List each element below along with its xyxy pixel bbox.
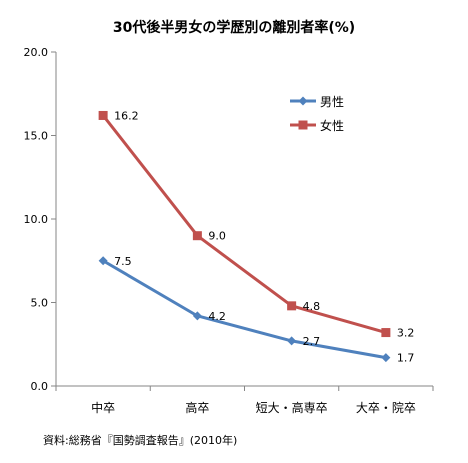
source-note: 資料:総務省『国勢調査報告』(2010年) — [43, 433, 237, 447]
x-category-label: 短大・高専卒 — [256, 400, 328, 415]
data-point — [287, 301, 297, 311]
y-tick-label: 10.0 — [24, 213, 49, 226]
data-label: 7.5 — [114, 255, 132, 268]
x-category-label: 高卒 — [185, 400, 209, 415]
data-label: 3.2 — [397, 327, 415, 340]
legend-item: 女性 — [290, 118, 344, 133]
series-line — [101, 114, 387, 335]
data-label: 16.2 — [114, 109, 139, 122]
data-label: 1.7 — [397, 352, 415, 365]
legend-swatch-marker — [298, 96, 308, 106]
y-tick-label: 20.0 — [24, 46, 49, 59]
x-category-label: 大卒・院卒 — [356, 401, 416, 415]
data-label: 9.0 — [208, 230, 226, 243]
data-label: 4.2 — [208, 310, 226, 323]
data-point — [98, 256, 108, 266]
series-line — [102, 259, 387, 360]
data-label: 4.8 — [303, 300, 321, 313]
legend-label: 男性 — [320, 95, 344, 109]
y-tick-label: 15.0 — [24, 130, 49, 143]
series-layer: 7.5 4.2 2.7 1.7 16.2 9.0 4.8 3.2 — [98, 109, 415, 365]
y-tick-label: 5.0 — [31, 297, 49, 310]
data-point — [381, 328, 391, 338]
x-category-label: 中卒 — [91, 400, 115, 415]
series-male: 7.5 4.2 2.7 1.7 — [98, 255, 415, 365]
y-tick-label: 0.0 — [31, 380, 49, 393]
data-point — [98, 110, 108, 120]
data-point — [192, 231, 202, 241]
legend-item: 男性 — [290, 95, 344, 109]
chart-title: 30代後半男女の学歴別の離別者率(%) — [113, 19, 355, 36]
data-point — [287, 336, 297, 346]
data-point — [381, 353, 391, 363]
legend-swatch-marker — [298, 120, 308, 130]
data-point — [192, 311, 202, 321]
legend-label: 女性 — [320, 118, 344, 133]
data-label: 2.7 — [303, 335, 321, 348]
series-female: 16.2 9.0 4.8 3.2 — [98, 109, 415, 340]
axes: 0.0 5.0 10.0 15.0 20.0 中卒 高卒 短大・高専卒 大卒・院卒 — [24, 46, 434, 415]
